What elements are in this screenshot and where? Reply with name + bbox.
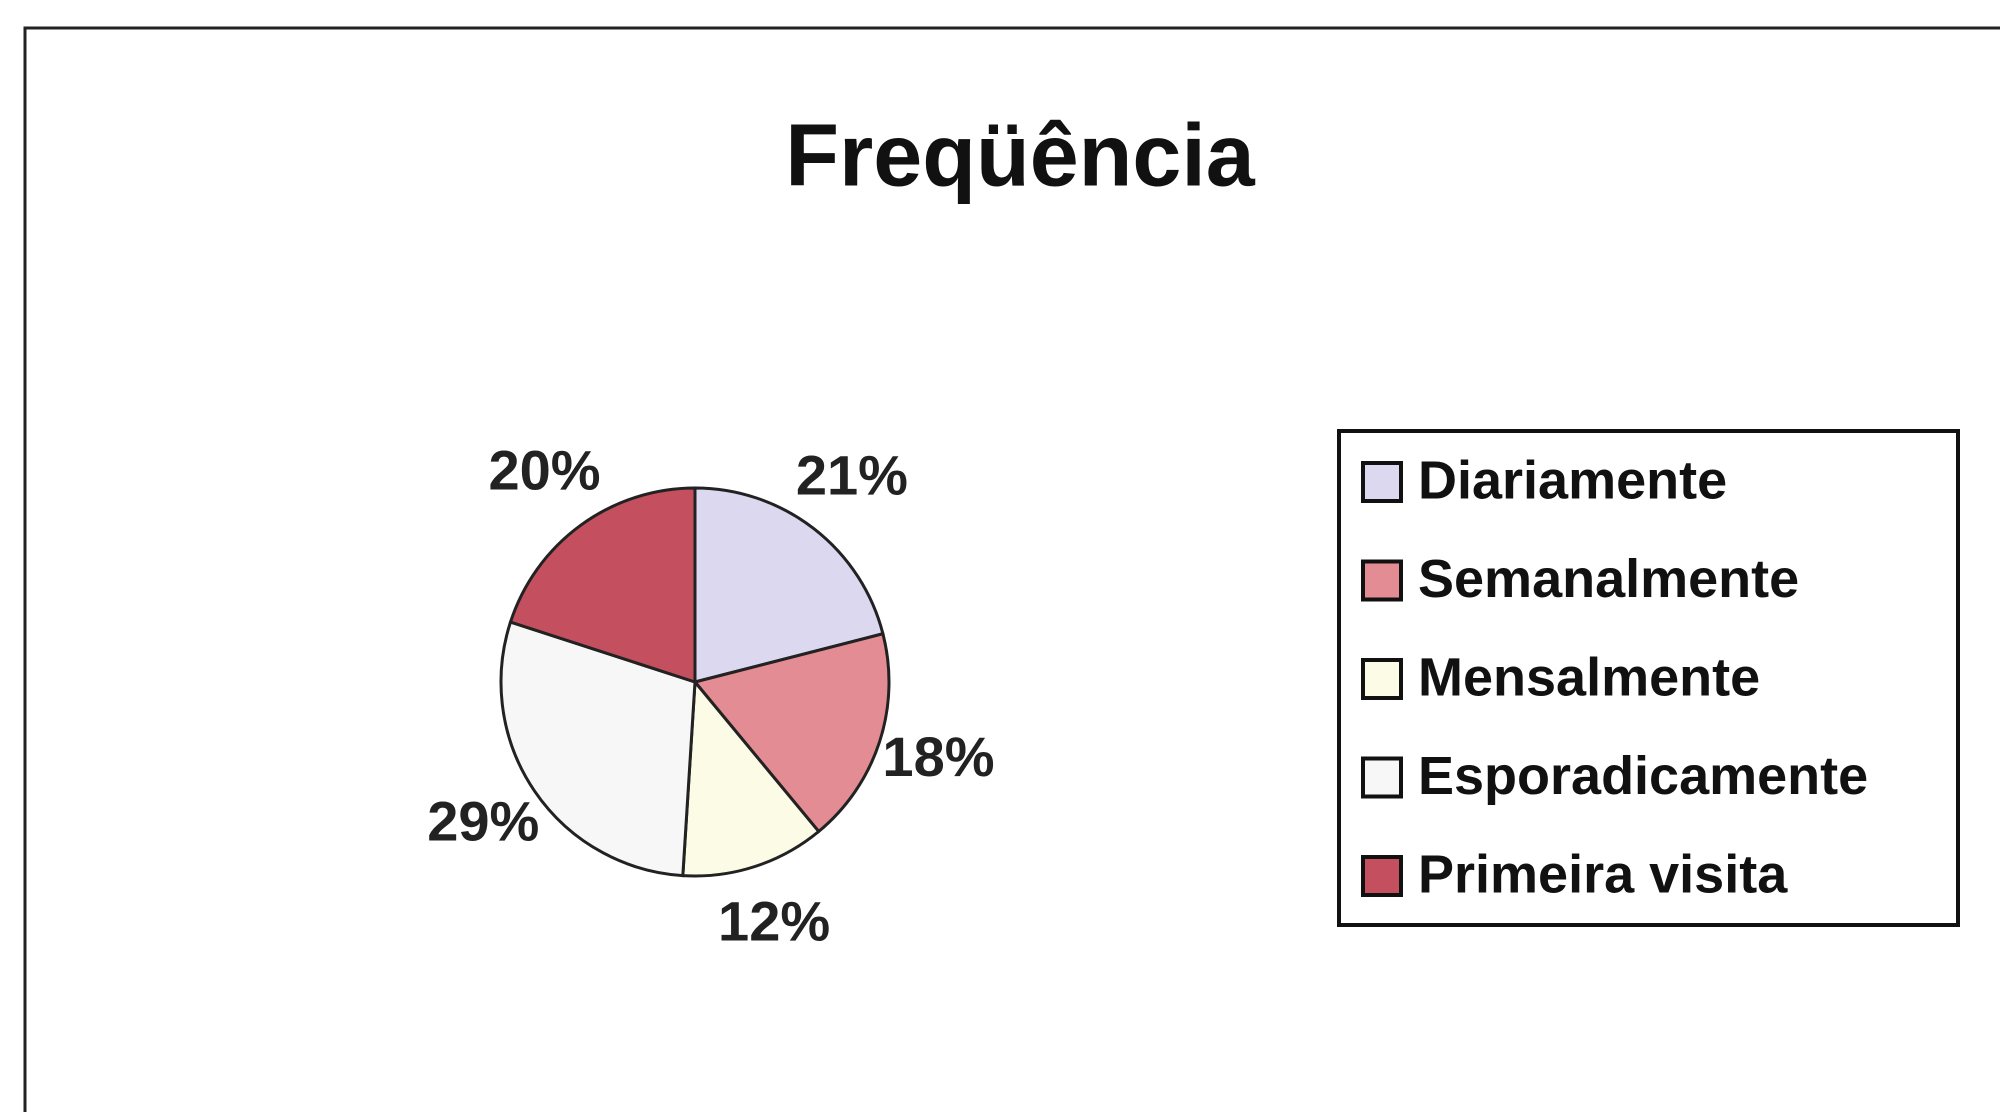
- legend-swatch: [1361, 756, 1403, 799]
- legend-swatch: [1361, 559, 1403, 602]
- legend-label: Diariamente: [1418, 450, 1727, 510]
- legend-swatch: [1361, 855, 1403, 897]
- legend-swatch: [1361, 658, 1403, 700]
- legend-label: Mensalmente: [1418, 647, 1760, 707]
- data-label: 29%: [427, 790, 539, 853]
- legend-swatch: [1361, 461, 1403, 503]
- chart-title: Freqüência: [785, 105, 1256, 204]
- chart-frame: [23, 26, 2000, 1112]
- legend-box: [1337, 429, 1960, 927]
- legend-label: Esporadicamente: [1418, 746, 1868, 806]
- data-label: 21%: [796, 444, 908, 507]
- legend-label: Primeira visita: [1418, 844, 1788, 904]
- pie-slice: [681, 678, 821, 878]
- data-label: 18%: [882, 725, 994, 788]
- pie-slice: [693, 486, 885, 684]
- pie-slice: [499, 620, 697, 878]
- pie-slice: [508, 486, 697, 685]
- data-label: 12%: [718, 889, 830, 952]
- data-label: 20%: [488, 439, 600, 502]
- legend-label: Semanalmente: [1418, 549, 1799, 609]
- pie-slice: [692, 631, 891, 834]
